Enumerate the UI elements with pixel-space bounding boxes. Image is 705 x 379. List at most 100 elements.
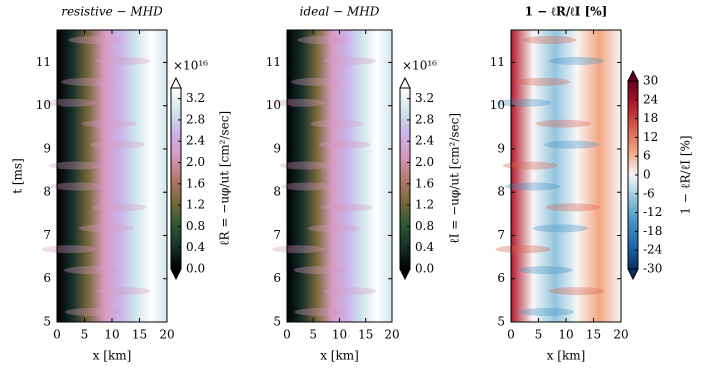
- heatmap-streak: [48, 161, 104, 170]
- heatmap-streak: [41, 245, 97, 254]
- heatmap-field: [57, 30, 167, 322]
- x-axis-label: x [km]: [547, 349, 586, 363]
- heatmap-streak: [281, 182, 334, 191]
- colorbar-tick-label: 24: [643, 92, 659, 106]
- x-tick-label: 20: [159, 328, 174, 342]
- x-tick-label: 0: [53, 328, 61, 342]
- colorbar-tick-label: 6: [643, 149, 651, 163]
- heatmap-streak: [307, 224, 361, 233]
- y-tick-label: 7: [43, 228, 51, 242]
- x-tick-label: 15: [132, 328, 147, 342]
- y-tick-label: 5: [43, 315, 51, 329]
- heatmap-streak: [293, 266, 347, 275]
- y-tick-label: 6: [43, 271, 51, 285]
- y-tick-label: 7: [273, 228, 281, 242]
- colorbar-tick-label: 2.8: [186, 112, 205, 126]
- y-tick-label: 6: [273, 271, 281, 285]
- colorbar-extend: [627, 69, 639, 82]
- heatmap-streak: [549, 287, 605, 296]
- colorbar-tick-label: 1.6: [415, 176, 434, 190]
- y-tick-label: 11: [36, 55, 51, 69]
- y-tick-label: 8: [43, 185, 51, 199]
- heatmap-streak: [65, 308, 121, 316]
- heatmap-streak: [68, 36, 123, 44]
- colorbar: [399, 87, 411, 270]
- x-tick-label: 10: [558, 328, 573, 342]
- heatmap-streak: [42, 98, 98, 107]
- colorbar-multiplier: ×10¹⁶: [402, 59, 437, 73]
- heatmap-streak: [514, 77, 570, 86]
- heatmap-streak: [81, 119, 137, 128]
- heatmap-streak: [78, 224, 134, 233]
- heatmap-streak: [543, 140, 599, 149]
- colorbar-tick-label: 0: [643, 168, 651, 182]
- colorbar-extend: [170, 76, 182, 89]
- heatmap-streak: [290, 77, 344, 86]
- y-tick-label: 9: [497, 141, 505, 155]
- heatmap-streak: [63, 266, 119, 275]
- colorbar-extend: [399, 268, 411, 281]
- heatmap-streak: [535, 119, 591, 128]
- colorbar-tick-label: -30: [643, 262, 662, 276]
- heatmap-streak: [320, 203, 373, 212]
- colorbar-tick-label: 2.4: [186, 134, 205, 148]
- heatmap-streak: [502, 161, 558, 170]
- y-tick-label: 8: [497, 185, 505, 199]
- colorbar-tick-label: 0.8: [186, 219, 205, 233]
- heatmap-streak: [91, 203, 147, 212]
- y-tick-label: 7: [497, 228, 505, 242]
- colorbar-tick-label: 1.2: [415, 198, 434, 212]
- colorbar-tick-label: 18: [643, 111, 658, 125]
- y-tick-label: 11: [490, 55, 505, 69]
- colorbar-tick-label: 2.8: [415, 112, 434, 126]
- heatmap-streak: [522, 36, 577, 44]
- x-tick-label: 0: [507, 328, 515, 342]
- heatmap-streak: [519, 308, 575, 316]
- heatmap-streak: [310, 119, 363, 128]
- colorbar-tick-label: 1.2: [186, 198, 205, 212]
- colorbar-extend: [399, 76, 411, 89]
- colorbar-tick-label: 2.0: [186, 155, 205, 169]
- heatmap-streak: [272, 245, 325, 254]
- y-tick-label: 9: [273, 141, 281, 155]
- heatmap-streak: [294, 308, 348, 316]
- colorbar-tick-label: 0.8: [415, 219, 434, 233]
- y-tick-label: 5: [497, 315, 505, 329]
- x-tick-label: 10: [104, 328, 119, 342]
- colorbar-tick-label: 12: [643, 130, 658, 144]
- heatmap-streak: [549, 56, 605, 65]
- heatmap-streak: [545, 203, 601, 212]
- chart-title: resistive − MHD: [61, 5, 163, 19]
- heatmap-streak: [323, 56, 377, 65]
- heatmap-field: [511, 30, 621, 322]
- colorbar-tick-label: 1.6: [186, 176, 205, 190]
- colorbar-tick-label: 2.0: [415, 155, 434, 169]
- colorbar-tick-label: -18: [643, 224, 662, 238]
- heatmap-streak: [95, 56, 151, 65]
- heatmap-streak: [318, 140, 371, 149]
- heatmap-streak: [532, 224, 588, 233]
- colorbar-label: ℓR = −uφ/ut [cm²/sec]: [218, 111, 232, 246]
- colorbar-tick-label: -24: [643, 243, 663, 257]
- x-tick-label: 10: [332, 328, 347, 342]
- colorbar-tick-label: -12: [643, 205, 662, 219]
- colorbar-label: 1 − ℓR/ℓI [%]: [679, 135, 693, 214]
- x-tick-label: 5: [81, 328, 89, 342]
- colorbar-extend: [170, 268, 182, 281]
- heatmap-streak: [273, 98, 326, 107]
- x-tick-label: 15: [358, 328, 373, 342]
- heatmap-streak: [60, 77, 116, 86]
- heatmap-streak: [517, 266, 573, 275]
- colorbar-tick-label: 3.2: [186, 91, 205, 105]
- colorbar-tick-label: 0.4: [415, 240, 434, 254]
- colorbar-tick-label: 30: [643, 74, 658, 88]
- y-tick-label: 9: [43, 141, 51, 155]
- heatmap-field: [287, 30, 392, 322]
- colorbar-tick-label: 2.4: [415, 134, 434, 148]
- y-tick-label: 10: [266, 98, 281, 112]
- colorbar: [170, 87, 182, 270]
- heatmap-streak: [279, 161, 332, 170]
- heatmap-streak: [495, 245, 551, 254]
- heatmap-streak: [496, 98, 552, 107]
